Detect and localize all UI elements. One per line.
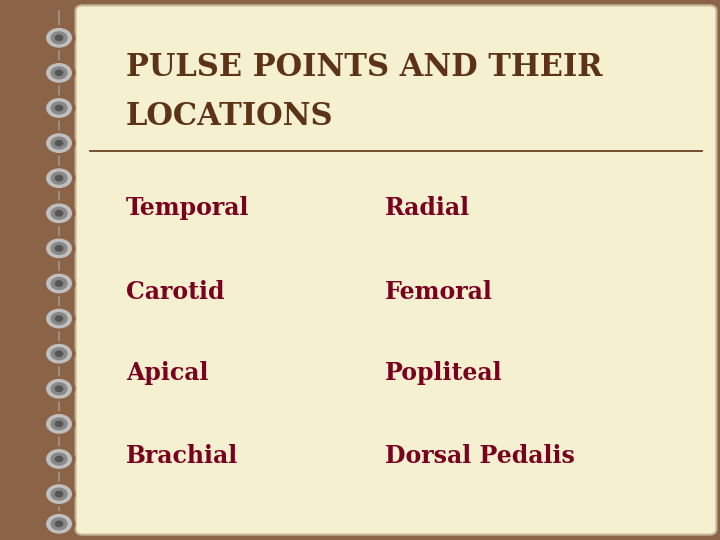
Circle shape	[55, 351, 63, 356]
Circle shape	[47, 204, 71, 222]
Circle shape	[55, 211, 63, 216]
Circle shape	[55, 281, 63, 286]
Text: Apical: Apical	[126, 361, 209, 384]
Circle shape	[43, 377, 75, 401]
Text: Dorsal Pedalis: Dorsal Pedalis	[385, 444, 575, 468]
Circle shape	[47, 99, 71, 117]
Text: PULSE POINTS AND THEIR: PULSE POINTS AND THEIR	[126, 52, 603, 83]
Circle shape	[43, 447, 75, 471]
Circle shape	[47, 239, 71, 258]
Circle shape	[51, 32, 67, 44]
Circle shape	[51, 518, 67, 530]
Circle shape	[55, 246, 63, 251]
Circle shape	[43, 482, 75, 506]
Circle shape	[51, 453, 67, 465]
Circle shape	[47, 309, 71, 328]
Circle shape	[55, 491, 63, 497]
Text: LOCATIONS: LOCATIONS	[126, 100, 333, 132]
Text: Femoral: Femoral	[385, 280, 493, 303]
Circle shape	[43, 342, 75, 366]
Circle shape	[55, 176, 63, 181]
Circle shape	[51, 418, 67, 430]
Circle shape	[55, 105, 63, 111]
Circle shape	[47, 485, 71, 503]
Circle shape	[47, 345, 71, 363]
Circle shape	[51, 172, 67, 184]
Circle shape	[47, 169, 71, 187]
Circle shape	[51, 102, 67, 114]
Circle shape	[47, 64, 71, 82]
Text: Carotid: Carotid	[126, 280, 225, 303]
Circle shape	[51, 207, 67, 219]
Circle shape	[43, 237, 75, 260]
Circle shape	[43, 61, 75, 85]
Circle shape	[43, 307, 75, 330]
Circle shape	[43, 412, 75, 436]
Circle shape	[55, 35, 63, 40]
Circle shape	[47, 515, 71, 533]
Circle shape	[43, 26, 75, 50]
Circle shape	[55, 386, 63, 391]
Circle shape	[51, 137, 67, 149]
Circle shape	[43, 272, 75, 295]
Circle shape	[43, 166, 75, 190]
Circle shape	[51, 242, 67, 254]
Circle shape	[51, 348, 67, 360]
Circle shape	[51, 488, 67, 500]
Circle shape	[47, 134, 71, 152]
Text: Brachial: Brachial	[126, 444, 238, 468]
Text: Radial: Radial	[385, 196, 470, 220]
Circle shape	[47, 380, 71, 398]
Circle shape	[47, 274, 71, 293]
Circle shape	[43, 131, 75, 155]
Circle shape	[51, 313, 67, 325]
Circle shape	[55, 70, 63, 76]
Text: Temporal: Temporal	[126, 196, 250, 220]
Circle shape	[43, 96, 75, 120]
Circle shape	[55, 140, 63, 146]
Circle shape	[51, 278, 67, 289]
Circle shape	[47, 450, 71, 468]
FancyBboxPatch shape	[76, 5, 716, 535]
Circle shape	[51, 67, 67, 79]
Circle shape	[43, 512, 75, 536]
Circle shape	[43, 201, 75, 225]
Circle shape	[51, 383, 67, 395]
Circle shape	[55, 316, 63, 321]
Circle shape	[47, 415, 71, 433]
Circle shape	[55, 421, 63, 427]
Circle shape	[55, 521, 63, 526]
Text: Popliteal: Popliteal	[385, 361, 503, 384]
Circle shape	[47, 29, 71, 47]
Circle shape	[55, 456, 63, 462]
